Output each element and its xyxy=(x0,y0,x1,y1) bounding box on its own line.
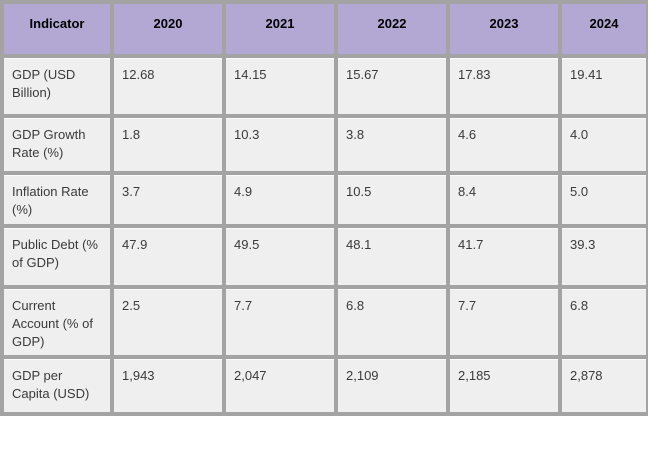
table-row: Inflation Rate (%) 3.7 4.9 10.5 8.4 5.0 xyxy=(0,171,648,228)
row-label: Current Account (% of GDP) xyxy=(0,285,114,359)
value-cell: 5.0 xyxy=(558,171,648,228)
value-cell: 6.8 xyxy=(334,285,450,359)
value-cell: 49.5 xyxy=(222,224,338,289)
table-row: Public Debt (% of GDP) 47.9 49.5 48.1 41.7 39… xyxy=(0,224,648,289)
column-header-2020: 2020 xyxy=(110,0,226,58)
value-cell: 10.3 xyxy=(222,114,338,175)
value-cell: 7.7 xyxy=(222,285,338,359)
value-cell: 4.0 xyxy=(558,114,648,175)
economic-indicators-table: Indicator 2020 2021 2022 2023 2024 GDP (USD B… xyxy=(0,0,648,416)
value-cell: 3.8 xyxy=(334,114,450,175)
value-cell: 19.41 xyxy=(558,54,648,118)
value-cell: 1.8 xyxy=(110,114,226,175)
value-cell: 2.5 xyxy=(110,285,226,359)
table-row: GDP Growth Rate (%) 1.8 10.3 3.8 4.6 4.0 xyxy=(0,114,648,175)
value-cell: 15.67 xyxy=(334,54,450,118)
column-header-2023: 2023 xyxy=(446,0,562,58)
value-cell: 10.5 xyxy=(334,171,450,228)
table-row: GDP per Capita (USD) 1,943 2,047 2,109 2,185… xyxy=(0,354,648,416)
row-label: GDP Growth Rate (%) xyxy=(0,114,114,175)
value-cell: 41.7 xyxy=(446,224,562,289)
value-cell: 2,878 xyxy=(558,354,648,416)
row-label: Inflation Rate (%) xyxy=(0,171,114,228)
value-cell: 48.1 xyxy=(334,224,450,289)
table-row: Current Account (% of GDP) 2.5 7.7 6.8 7.7 6.… xyxy=(0,285,648,359)
row-label: GDP (USD Billion) xyxy=(0,54,114,118)
value-cell: 2,109 xyxy=(334,354,450,416)
value-cell: 14.15 xyxy=(222,54,338,118)
row-label: GDP per Capita (USD) xyxy=(0,354,114,416)
value-cell: 17.83 xyxy=(446,54,562,118)
value-cell: 6.8 xyxy=(558,285,648,359)
value-cell: 4.6 xyxy=(446,114,562,175)
value-cell: 2,185 xyxy=(446,354,562,416)
column-header-2024: 2024 xyxy=(558,0,648,58)
value-cell: 3.7 xyxy=(110,171,226,228)
value-cell: 47.9 xyxy=(110,224,226,289)
column-header-2022: 2022 xyxy=(334,0,450,58)
economic-indicators-table-container: Indicator 2020 2021 2022 2023 2024 GDP (USD B… xyxy=(0,0,648,416)
table-row: GDP (USD Billion) 12.68 14.15 15.67 17.83 19.… xyxy=(0,54,648,118)
value-cell: 39.3 xyxy=(558,224,648,289)
value-cell: 8.4 xyxy=(446,171,562,228)
value-cell: 12.68 xyxy=(110,54,226,118)
column-header-2021: 2021 xyxy=(222,0,338,58)
row-label: Public Debt (% of GDP) xyxy=(0,224,114,289)
value-cell: 4.9 xyxy=(222,171,338,228)
value-cell: 7.7 xyxy=(446,285,562,359)
table-body: GDP (USD Billion) 12.68 14.15 15.67 17.83 19.… xyxy=(0,54,648,416)
value-cell: 1,943 xyxy=(110,354,226,416)
column-header-indicator: Indicator xyxy=(0,0,114,58)
header-row: Indicator 2020 2021 2022 2023 2024 xyxy=(0,0,648,58)
value-cell: 2,047 xyxy=(222,354,338,416)
